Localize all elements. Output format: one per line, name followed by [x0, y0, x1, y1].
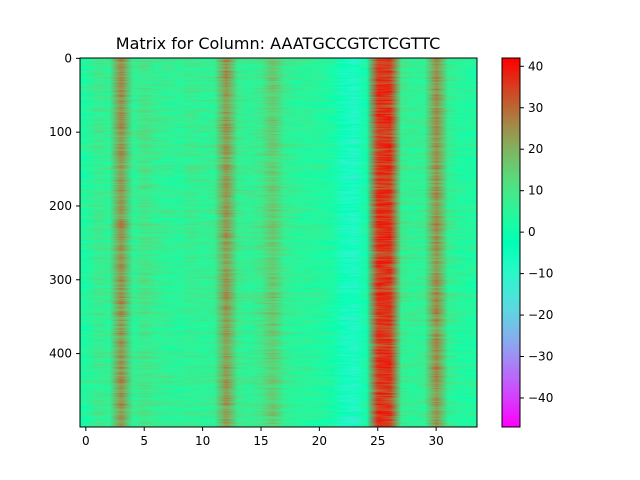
chart-title: Matrix for Column: AAATGCCGTCTCGTTC [116, 34, 440, 53]
colorbar-tick-label: −20 [528, 308, 553, 322]
y-tick-label: 100 [49, 125, 72, 139]
plot-area [79, 57, 478, 428]
plot-frame [79, 57, 478, 428]
colorbar-tick-label: −40 [528, 391, 553, 405]
heatmap-image [80, 58, 477, 427]
colorbar-axis: 40 30 20 10 0 −10 −20 −30 −40 [520, 59, 553, 405]
x-tick-label: 10 [195, 434, 210, 448]
colorbar-tick-label: 30 [528, 101, 543, 115]
colorbar-tick-label: 40 [528, 59, 543, 73]
x-tick-label: 30 [428, 434, 443, 448]
y-tick-label: 300 [49, 273, 72, 287]
y-tick-label: 200 [49, 199, 72, 213]
x-tick-label: 15 [253, 434, 268, 448]
x-tick-label: 20 [312, 434, 327, 448]
y-tick-label: 0 [64, 51, 72, 65]
x-tick-label: 5 [140, 434, 148, 448]
y-axis: 0 100 200 300 400 [49, 51, 80, 361]
colorbar-tick-label: −30 [528, 350, 553, 364]
colorbar-tick-label: 0 [528, 225, 536, 239]
y-tick-label: 400 [49, 347, 72, 361]
x-axis: 0 5 10 15 20 25 30 [82, 427, 444, 448]
colorbar-tick-label: −10 [528, 267, 553, 281]
colorbar-gradient [502, 58, 520, 427]
colorbar-frame [501, 57, 521, 428]
colorbar-tick-label: 20 [528, 142, 543, 156]
x-tick-label: 25 [370, 434, 385, 448]
colorbar-tick-label: 10 [528, 184, 543, 198]
x-tick-label: 0 [82, 434, 90, 448]
colorbar [501, 57, 521, 428]
